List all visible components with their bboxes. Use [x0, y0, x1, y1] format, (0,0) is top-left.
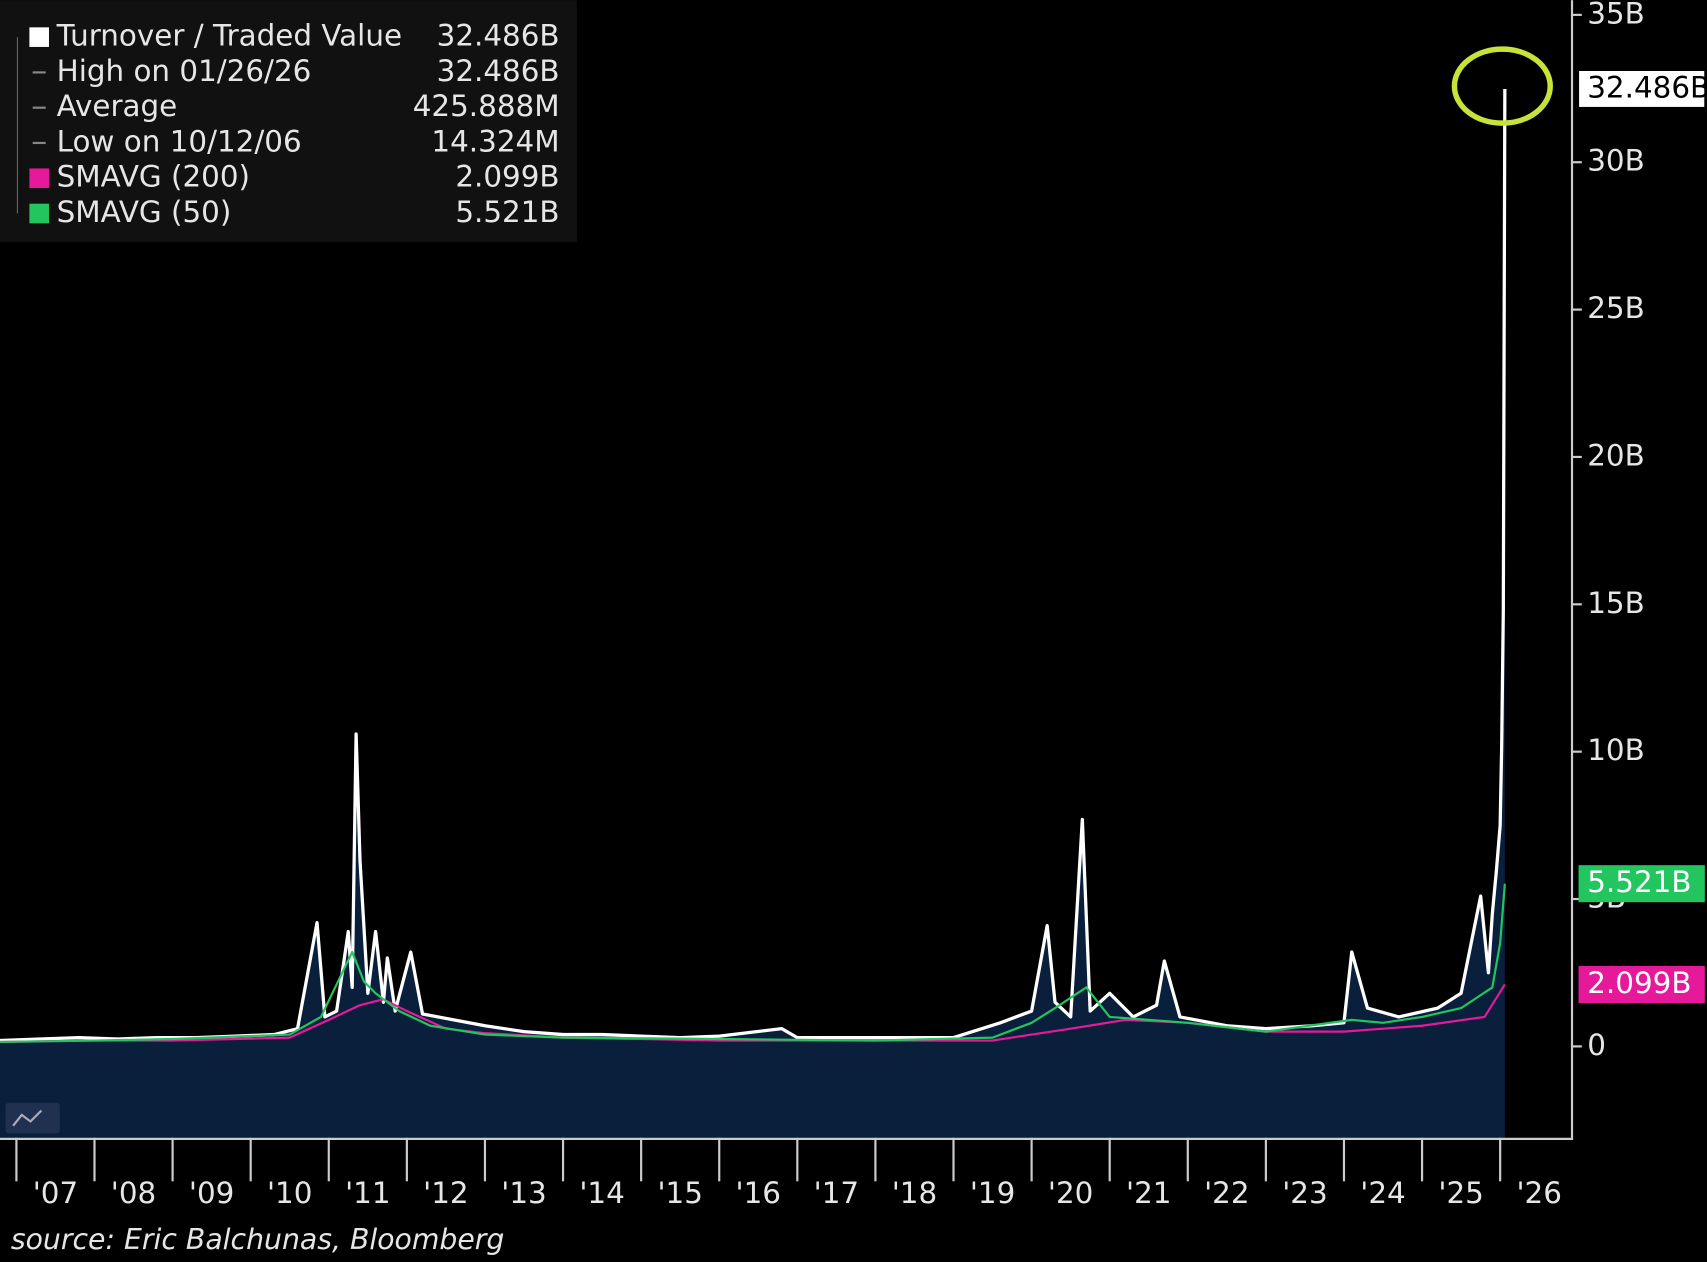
source: source: Eric Balchunas, Bloomberg: [11, 1223, 505, 1256]
legend-value: 14.324M: [431, 124, 559, 158]
x-tick-label: '16: [736, 1176, 781, 1210]
y-tick-label: 20B: [1587, 438, 1645, 472]
legend-value: 425.888M: [413, 89, 560, 123]
x-tick-label: '10: [267, 1176, 312, 1210]
x-tick-label: '12: [423, 1176, 468, 1210]
x-tick-label: '09: [189, 1176, 234, 1210]
x-tick-label: '23: [1282, 1176, 1327, 1210]
x-tick-label: '17: [814, 1176, 859, 1210]
legend-value: 2.099B: [455, 160, 559, 194]
legend-label: SMAVG (50): [57, 195, 232, 229]
legend-label: High on 01/26/26: [57, 54, 312, 88]
last-value-box: [1578, 966, 1705, 1004]
legend-value: 32.486B: [437, 54, 560, 88]
chart-icon-glyph: [12, 1109, 43, 1127]
last-value-box: [1577, 69, 1706, 109]
x-tick-label: '25: [1438, 1176, 1483, 1210]
legend-swatch: [29, 203, 49, 224]
line: [0, 88, 1507, 1043]
legend-value: 5.521B: [455, 195, 559, 229]
x-tick-label: '15: [657, 1176, 702, 1210]
last-value-label: 32.486B: [1587, 70, 1707, 104]
x-tick-label: '07: [33, 1176, 78, 1210]
legend-label: Low on 10/12/06: [57, 124, 302, 158]
last-value-box: [1578, 865, 1705, 903]
x-tick-label: '24: [1360, 1176, 1405, 1210]
plot-area: [0, 88, 1507, 1138]
y-tick-label: 10B: [1587, 733, 1645, 767]
x-tick-label: '22: [1204, 1176, 1249, 1210]
legend-label: Turnover / Traded Value: [56, 19, 402, 53]
x-tick-label: '18: [892, 1176, 937, 1210]
x-tick-label: '19: [970, 1176, 1015, 1210]
y-tick-label: 30B: [1587, 144, 1645, 178]
last-value-label: 2.099B: [1587, 966, 1691, 1000]
legend-label: SMAVG (200): [57, 160, 250, 194]
legend-swatch: [29, 168, 49, 189]
x-tick-label: '08: [111, 1176, 156, 1210]
legend: [0, 0, 577, 242]
x-tick-label: '26: [1516, 1176, 1561, 1210]
legend-label: Average: [57, 89, 178, 123]
x-tick-label: '13: [501, 1176, 546, 1210]
line: [0, 983, 1506, 1044]
last-value-label: 5.521B: [1587, 865, 1691, 899]
x-tick-label: '21: [1126, 1176, 1171, 1210]
y-tick-label: 15B: [1587, 586, 1645, 620]
x-tick-label: '20: [1048, 1176, 1093, 1210]
legend-value: 32.486B: [437, 19, 560, 53]
highlight-circle: [1451, 46, 1553, 126]
line: [0, 883, 1506, 1044]
x-tick-label: '11: [345, 1176, 390, 1210]
legend-swatch: [29, 27, 49, 47]
y-tick-label: 25B: [1587, 291, 1645, 325]
y-tick-label: 35B: [1587, 0, 1645, 30]
y-tick-label: 0: [1587, 1028, 1606, 1062]
x-tick-label: '14: [579, 1176, 624, 1210]
area: [0, 88, 1505, 1138]
